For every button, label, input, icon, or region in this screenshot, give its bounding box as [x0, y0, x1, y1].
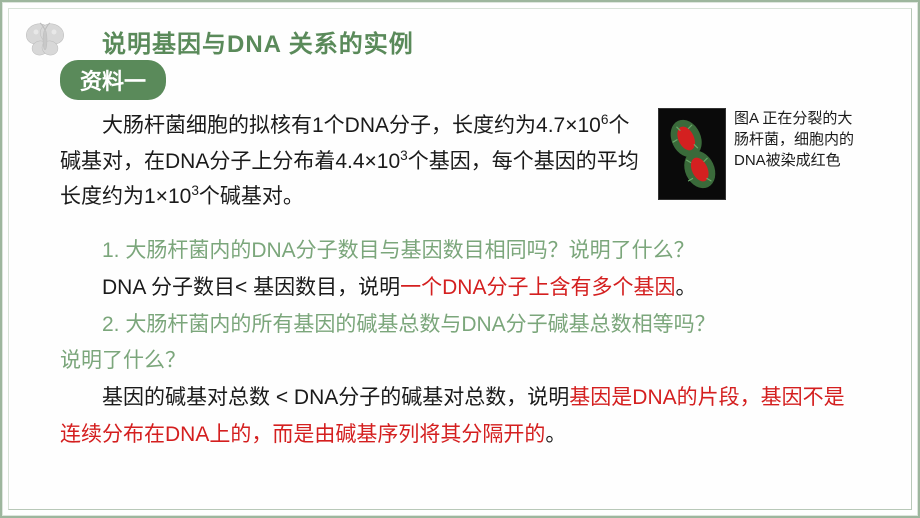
butterfly-icon	[20, 20, 70, 60]
a1-a: DNA 分子数目< 基因数目，说明	[102, 276, 400, 299]
figure-box: 图A 正在分裂的大肠杆菌，细胞内的DNA被染成红色	[658, 108, 860, 200]
a1-c: 。	[675, 276, 696, 299]
a2-a: 基因的碱基对总数 < DNA分子的碱基对总数，说明	[102, 386, 569, 409]
exp-c: 3	[191, 183, 199, 198]
intro-row: 大肠杆菌细胞的拟核有1个DNA分子，长度约为4.7×106个碱基对，在DNA分子…	[60, 108, 860, 215]
p1-d: 个碱基对。	[199, 185, 304, 208]
slide-title: 说明基因与DNA 关系的实例	[102, 24, 414, 59]
content-area: 大肠杆菌细胞的拟核有1个DNA分子，长度约为4.7×106个碱基对，在DNA分子…	[60, 108, 860, 454]
slide-container: 说明基因与DNA 关系的实例 资料一 大肠杆菌细胞的拟核有1个DNA分子，长度约…	[0, 0, 920, 518]
a2-c: 。	[545, 423, 566, 446]
section-pill: 资料一	[60, 60, 166, 100]
figure-caption: 图A 正在分裂的大肠杆菌，细胞内的DNA被染成红色	[734, 108, 860, 171]
p1-a: 大肠杆菌细胞的拟核有1个DNA分子，长度约为4.7×10	[102, 114, 601, 137]
answer-2: 基因的碱基对总数 < DNA分子的碱基对总数，说明基因是DNA的片段，基因不是连…	[60, 380, 860, 454]
answer-1: DNA 分子数目< 基因数目，说明一个DNA分子上含有多个基因。	[60, 270, 860, 307]
qa-section: 1. 大肠杆菌内的DNA分子数目与基因数目相同吗？说明了什么？ DNA 分子数目…	[60, 233, 860, 454]
intro-paragraph: 大肠杆菌细胞的拟核有1个DNA分子，长度约为4.7×106个碱基对，在DNA分子…	[60, 108, 644, 215]
question-1: 1. 大肠杆菌内的DNA分子数目与基因数目相同吗？说明了什么？	[60, 233, 860, 270]
exp-b: 3	[400, 148, 408, 163]
question-2-line1: 2. 大肠杆菌内的所有基因的碱基总数与DNA分子碱基总数相等吗？	[60, 307, 860, 344]
a1-b: 一个DNA分子上含有多个基因	[400, 276, 675, 299]
question-2-line2: 说明了什么？	[60, 343, 860, 380]
figure-image	[658, 108, 726, 200]
